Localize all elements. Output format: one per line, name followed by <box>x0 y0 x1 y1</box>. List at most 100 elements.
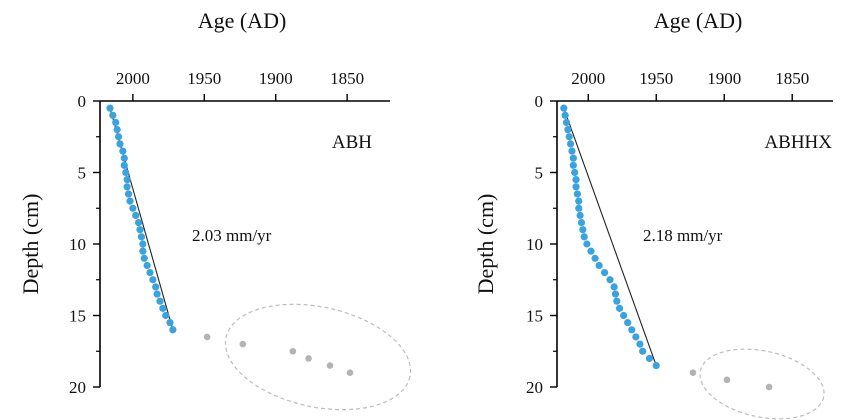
dated-point <box>569 154 577 162</box>
dated-point <box>639 347 647 355</box>
dated-point <box>611 290 620 298</box>
excluded-point <box>326 362 334 369</box>
y-tick-label: 5 <box>78 164 87 183</box>
dated-point <box>134 218 143 227</box>
dated-point <box>162 311 170 320</box>
rate-label: 2.03 mm/yr <box>192 226 272 245</box>
dated-point <box>123 183 131 191</box>
dated-point <box>645 354 654 362</box>
dated-point <box>580 233 588 241</box>
dated-point <box>583 240 591 248</box>
dated-point <box>116 140 124 148</box>
excluded-point <box>765 383 773 391</box>
dated-point <box>139 240 147 248</box>
dated-point <box>587 247 595 255</box>
dated-point <box>569 161 577 169</box>
panel-abhhx: 2000 1950 1900 1850 0 5 10 15 20 Age (AD) Depth (c… <box>473 8 833 420</box>
panel-abh: 2000 1950 1900 1850 0 5 10 15 20 Age (AD) Depth (c… <box>18 8 412 411</box>
trend-line <box>563 107 657 366</box>
dated-point <box>106 104 114 112</box>
y-axis-title: Depth (cm) <box>18 194 43 295</box>
dated-point <box>610 283 618 291</box>
excluded-point <box>346 369 354 377</box>
dated-point <box>636 340 644 348</box>
dated-point <box>123 176 131 184</box>
excluded-point <box>689 369 697 377</box>
dated-point <box>600 269 609 277</box>
y-tick-label: 0 <box>535 92 544 111</box>
excluded-points-ellipse <box>699 348 825 420</box>
dated-point <box>624 319 632 327</box>
x-axis-title: Age (AD) <box>198 8 287 33</box>
dated-point <box>615 304 624 312</box>
y-tick-label: 0 <box>78 92 87 111</box>
dated-point <box>572 183 580 191</box>
dated-point <box>166 319 174 327</box>
y-tick-label: 15 <box>69 307 86 326</box>
dated-point <box>136 226 144 234</box>
dated-point <box>628 326 636 334</box>
x-axis-title: Age (AD) <box>654 8 743 33</box>
dated-point <box>169 326 177 334</box>
dated-point <box>120 161 128 169</box>
dated-point <box>613 297 621 305</box>
dated-point <box>572 176 580 184</box>
dated-point <box>109 111 117 119</box>
dated-point <box>652 361 660 370</box>
dated-point <box>126 197 134 205</box>
rate-label: 2.18 mm/yr <box>643 226 723 245</box>
y-tick-label: 5 <box>535 164 544 183</box>
x-tick-label: 2000 <box>571 69 605 88</box>
x-tick-label: 1950 <box>187 69 221 88</box>
dated-point <box>560 104 568 112</box>
excluded-point <box>289 347 297 355</box>
dated-point <box>132 211 140 219</box>
dated-point <box>114 133 123 141</box>
dated-point <box>112 118 120 127</box>
dated-point <box>576 211 584 219</box>
x-tick-label: 1850 <box>775 69 809 88</box>
y-tick-label: 20 <box>69 378 86 397</box>
excluded-point <box>305 355 312 362</box>
dated-point <box>568 147 576 155</box>
dated-point <box>139 247 147 255</box>
dated-point <box>120 154 128 162</box>
dated-point <box>632 333 640 341</box>
y-tick-label: 15 <box>526 307 543 326</box>
y-tick-label: 20 <box>526 378 543 397</box>
dated-point <box>595 261 603 270</box>
dated-point <box>152 283 160 291</box>
x-tick-label: 2000 <box>116 69 150 88</box>
y-tick-label: 10 <box>69 235 86 254</box>
dated-point <box>129 204 137 212</box>
dated-point <box>113 126 121 134</box>
excluded-point <box>723 376 731 384</box>
dated-point <box>577 218 586 227</box>
dated-point <box>119 147 127 155</box>
excluded-points-ellipse <box>224 303 412 411</box>
dated-point <box>153 290 161 298</box>
dated-point <box>124 190 133 198</box>
excluded-point <box>203 333 211 341</box>
dated-point <box>149 276 157 284</box>
dated-point <box>137 233 146 241</box>
dated-point <box>140 254 148 262</box>
dated-point <box>591 254 599 262</box>
y-tick-label: 10 <box>526 235 543 254</box>
x-tick-label: 1950 <box>639 69 673 88</box>
dated-point <box>571 168 579 177</box>
x-tick-label: 1900 <box>259 69 293 88</box>
dated-point <box>564 126 572 134</box>
dated-point <box>143 261 151 270</box>
dated-point <box>146 269 154 277</box>
site-label: ABH <box>332 132 372 153</box>
dated-point <box>579 226 587 234</box>
site-label: ABHHX <box>764 132 832 153</box>
dated-point <box>573 190 581 198</box>
dated-point <box>561 111 569 119</box>
x-tick-label: 1900 <box>707 69 741 88</box>
dated-point <box>565 133 573 141</box>
y-axis-title: Depth (cm) <box>473 194 498 295</box>
excluded-point <box>239 340 247 348</box>
